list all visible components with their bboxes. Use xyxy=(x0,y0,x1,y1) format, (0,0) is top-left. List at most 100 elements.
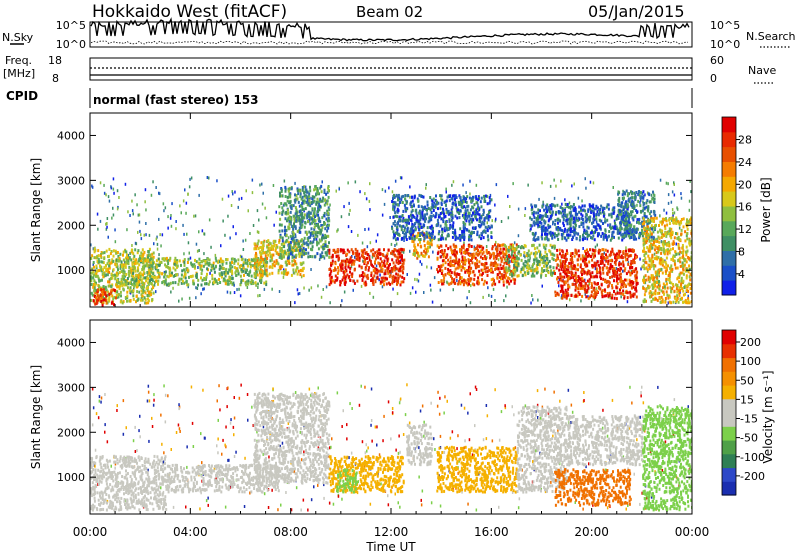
echo-cell xyxy=(205,282,208,286)
echo-cell xyxy=(472,211,474,215)
echo-cell xyxy=(293,255,296,259)
echo-cell xyxy=(549,232,552,236)
echo-cell xyxy=(449,269,452,273)
echo-cell xyxy=(255,270,258,274)
echo-cell xyxy=(483,197,486,201)
speckle-cell xyxy=(383,202,386,206)
echo-cell xyxy=(103,257,106,261)
echo-cell xyxy=(433,235,436,239)
echo-cell xyxy=(90,283,93,286)
echo-cell xyxy=(536,262,539,266)
speckle-cell xyxy=(439,288,442,292)
echo-cell xyxy=(546,238,549,242)
echo-cell xyxy=(569,220,572,224)
echo-cell xyxy=(320,238,323,242)
echo-cell xyxy=(280,202,283,205)
echo-cell xyxy=(127,286,129,290)
echo-cell xyxy=(564,213,567,217)
echo-cell xyxy=(249,265,252,269)
speckle-cell xyxy=(172,286,174,290)
echo-cell xyxy=(408,236,411,240)
echo-cell xyxy=(478,273,481,277)
echo-cell xyxy=(549,215,552,218)
echo-cell xyxy=(282,253,285,257)
echo-cell xyxy=(454,196,457,200)
echo-cell xyxy=(546,263,549,267)
echo-cell xyxy=(298,204,301,208)
echo-cell xyxy=(323,222,326,226)
echo-cell xyxy=(545,261,548,265)
echo-cell xyxy=(327,226,330,230)
echo-cell xyxy=(103,298,106,302)
speckle-cell xyxy=(239,254,242,258)
echo-cell xyxy=(609,238,612,242)
echo-cell xyxy=(167,282,170,286)
echo-cell xyxy=(398,233,401,237)
echo-cell xyxy=(320,230,322,234)
echo-cell xyxy=(537,236,540,240)
echo-cell xyxy=(271,256,274,259)
speckle-cell xyxy=(187,241,190,245)
echo-cell xyxy=(307,243,310,247)
echo-cell xyxy=(269,255,272,259)
echo-cell xyxy=(152,276,155,280)
echo-cell xyxy=(296,187,299,191)
echo-cell xyxy=(150,267,153,271)
speckle-cell xyxy=(182,223,184,227)
speckle-cell xyxy=(293,224,296,228)
echo-cell xyxy=(468,214,471,218)
echo-cell xyxy=(266,249,269,253)
speckle-cell xyxy=(394,244,396,247)
speckle-cell xyxy=(193,214,195,218)
echo-cell xyxy=(183,258,186,262)
echo-cell xyxy=(309,255,312,258)
echo-cell xyxy=(517,274,520,278)
echo-cell xyxy=(147,297,149,301)
n-sky-label: N.Sky xyxy=(2,31,34,44)
echo-cell xyxy=(535,271,538,275)
echo-cell xyxy=(540,235,543,239)
echo-cell xyxy=(130,282,133,285)
echo-cell xyxy=(400,247,403,251)
echo-cell xyxy=(364,280,367,284)
echo-cell xyxy=(463,233,466,237)
echo-cell xyxy=(92,299,95,303)
echo-cell xyxy=(429,225,432,229)
echo-cell xyxy=(295,268,298,272)
echo-cell xyxy=(430,235,433,239)
echo-cell xyxy=(462,215,465,219)
echo-cell xyxy=(303,185,306,189)
echo-cell xyxy=(435,224,438,228)
echo-cell xyxy=(318,217,321,221)
echo-cell xyxy=(101,278,103,282)
echo-cell xyxy=(421,211,424,214)
echo-cell xyxy=(108,247,111,251)
echo-cell xyxy=(323,203,326,207)
echo-cell xyxy=(105,301,108,305)
echo-cell xyxy=(162,280,165,283)
echo-cell xyxy=(547,219,550,223)
echo-cell xyxy=(513,251,516,255)
echo-cell xyxy=(399,255,402,259)
echo-cell xyxy=(246,262,249,266)
echo-cell xyxy=(544,254,547,258)
echo-cell xyxy=(292,230,295,234)
speckle-cell xyxy=(667,182,669,186)
speckle-cell xyxy=(264,261,266,264)
echo-cell xyxy=(342,259,345,263)
echo-cell xyxy=(414,246,417,250)
echo-cell xyxy=(319,239,322,243)
echo-cell xyxy=(510,253,513,257)
echo-cell xyxy=(461,279,463,283)
echo-cell xyxy=(546,228,549,232)
echo-cell xyxy=(540,272,543,276)
echo-cell xyxy=(262,251,265,255)
echo-cell xyxy=(629,231,632,235)
echo-cell xyxy=(377,256,380,260)
echo-cell xyxy=(283,245,286,249)
echo-cell xyxy=(464,209,467,213)
echo-cell xyxy=(305,248,307,252)
echo-cell xyxy=(344,263,347,267)
echo-cell xyxy=(482,282,485,286)
speckle-cell xyxy=(494,299,496,302)
